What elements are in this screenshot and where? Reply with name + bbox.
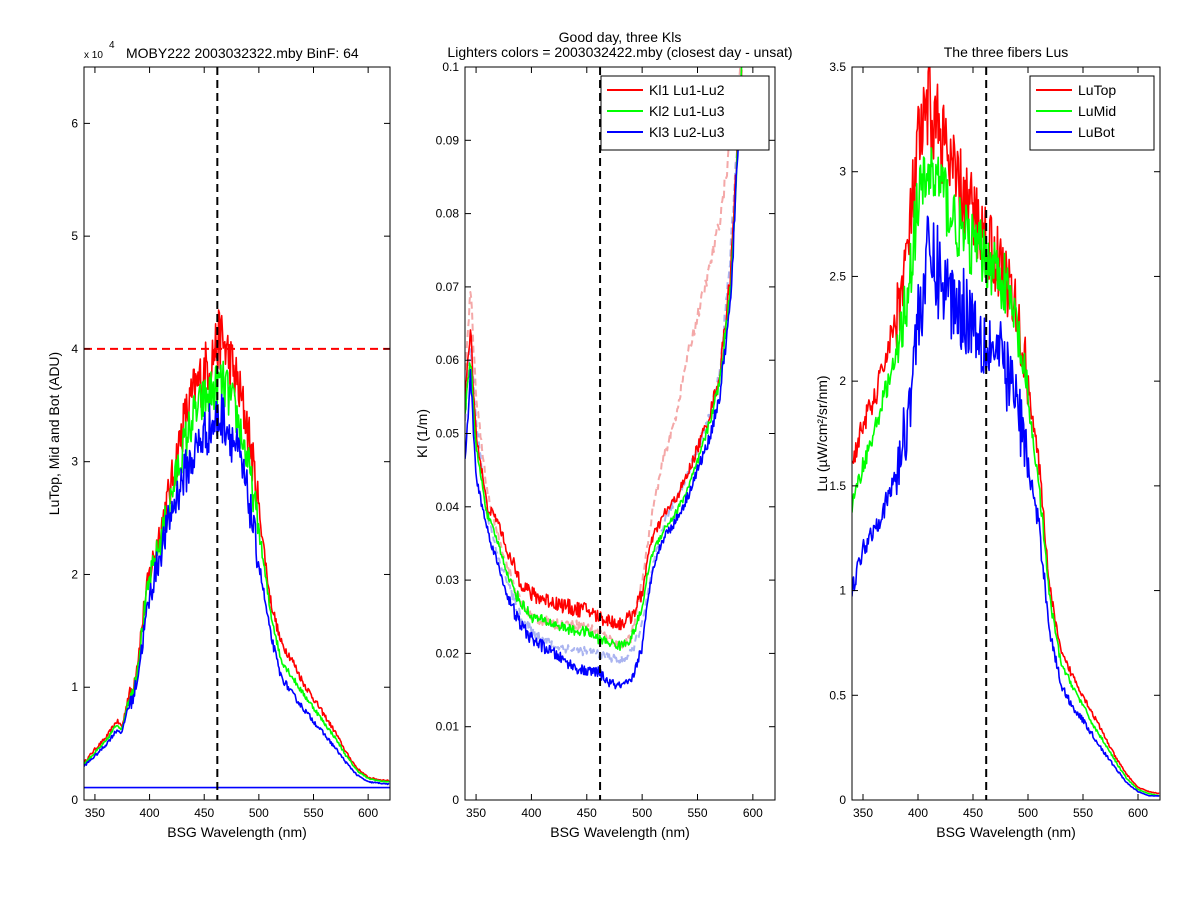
y-tick-label: 0.03 <box>436 573 460 587</box>
y-tick-label: 2 <box>71 567 78 581</box>
y-exponent-power: 4 <box>109 40 115 51</box>
y-tick-label: 0 <box>71 793 78 807</box>
y-tick-label: 1 <box>839 584 846 598</box>
x-tick-label: 450 <box>963 806 983 820</box>
x-tick-label: 450 <box>194 806 214 820</box>
y-tick-label: 0.02 <box>436 646 460 660</box>
y-tick-label: 3 <box>71 455 78 469</box>
series-line-1 <box>84 309 390 782</box>
x-tick-label: 550 <box>303 806 323 820</box>
y-axis-title: Kl (1/m) <box>414 409 430 458</box>
series-line-5 <box>465 76 743 690</box>
y-tick-label: 0.07 <box>436 280 460 294</box>
y-tick-label: 0.08 <box>436 207 460 221</box>
x-tick-label: 400 <box>908 806 928 820</box>
y-tick-label: 0.01 <box>436 720 460 734</box>
series-line-3 <box>465 69 743 631</box>
chart-panel-2: 350 400 450 500 550 600 0 0.01 0.02 0.03 0.04 0.05 0… <box>414 29 793 840</box>
legend-label: LuMid <box>1078 103 1116 119</box>
x-tick-label: 600 <box>743 806 763 820</box>
legend-label: Kl1 Lu1-Lu2 <box>649 82 725 98</box>
x-axis-title: BSG Wavelength (nm) <box>167 824 307 840</box>
chart-title: Good day, three Kls <box>559 29 682 45</box>
plot-area <box>84 67 390 800</box>
y-tick-label: 2.5 <box>829 269 846 283</box>
x-tick-label: 450 <box>577 806 597 820</box>
y-tick-label: 0.09 <box>436 133 460 147</box>
x-tick-label: 550 <box>1073 806 1093 820</box>
y-tick-label: 0 <box>839 793 846 807</box>
x-tick-label: 500 <box>632 806 652 820</box>
x-tick-label: 550 <box>687 806 707 820</box>
x-tick-label: 500 <box>1018 806 1038 820</box>
legend-label: Kl3 Lu2-Lu3 <box>649 124 725 140</box>
x-tick-label: 400 <box>140 806 160 820</box>
chart-title: The three fibers Lus <box>944 44 1069 60</box>
x-tick-label: 600 <box>358 806 378 820</box>
legend: Kl1 Lu1-Lu2 Kl2 Lu1-Lu3 Kl3 Lu2-Lu3 <box>600 75 770 151</box>
chart-panel-1: 350 400 450 500 550 600 0 1 2 3 4 5 6 BSG Wavelength … <box>46 40 391 840</box>
y-tick-label: 0.06 <box>436 353 460 367</box>
y-tick-label: 1.5 <box>829 479 846 493</box>
series-line-3 <box>84 393 390 786</box>
axes-box <box>464 66 776 801</box>
axes-box <box>83 66 391 801</box>
y-tick-label: 0.1 <box>442 60 459 74</box>
chart-subtitle: Lighters colors = 2003032422.mby (closes… <box>447 44 792 60</box>
legend-box <box>600 75 770 151</box>
series-line-1 <box>852 67 1160 795</box>
legend-label: Kl2 Lu1-Lu3 <box>649 103 725 119</box>
chart-panel-3: 350 400 450 500 550 600 0 0.5 1 1.5 2 2.5 3 3.5 BSG Wa… <box>814 44 1161 840</box>
y-tick-label: 0.05 <box>436 427 460 441</box>
x-tick-label: 600 <box>1128 806 1148 820</box>
y-tick-label: 2 <box>839 374 846 388</box>
x-tick-label: 350 <box>85 806 105 820</box>
legend-box <box>1029 75 1155 151</box>
chart-title: MOBY222 2003032322.mby BinF: 64 <box>126 45 359 61</box>
y-axis-title: LuTop, Mid and Bot (ADU) <box>46 352 62 515</box>
series-line-3 <box>852 215 1160 797</box>
y-tick-label: 0 <box>452 793 459 807</box>
plot-area <box>852 67 1160 800</box>
legend: LuTop LuMid LuBot <box>1029 75 1155 151</box>
y-tick-label: 3.5 <box>829 60 846 74</box>
series-line-2 <box>84 360 390 783</box>
y-tick-label: 0.5 <box>829 688 846 702</box>
x-tick-label: 500 <box>249 806 269 820</box>
y-tick-label: 0.04 <box>436 500 460 514</box>
series-line-1 <box>465 67 742 651</box>
y-tick-label: 4 <box>71 342 78 356</box>
axes-box <box>851 66 1161 801</box>
y-tick-label: 1 <box>71 680 78 694</box>
y-tick-label: 5 <box>71 229 78 243</box>
x-tick-label: 350 <box>466 806 486 820</box>
y-exponent-label: x 10 <box>84 50 103 61</box>
legend-label: LuBot <box>1078 124 1115 140</box>
plot-area <box>465 67 743 800</box>
legend-label: LuTop <box>1078 82 1116 98</box>
y-axis-title: Lu (µW/cm²/sr/nm) <box>814 375 830 491</box>
series-line-4 <box>465 67 743 652</box>
x-axis-title: BSG Wavelength (nm) <box>550 824 690 840</box>
x-axis-title: BSG Wavelength (nm) <box>936 824 1076 840</box>
y-tick-label: 6 <box>71 116 78 130</box>
x-tick-label: 400 <box>521 806 541 820</box>
series-line-2 <box>852 147 1160 797</box>
y-tick-label: 3 <box>839 165 846 179</box>
x-tick-label: 350 <box>853 806 873 820</box>
